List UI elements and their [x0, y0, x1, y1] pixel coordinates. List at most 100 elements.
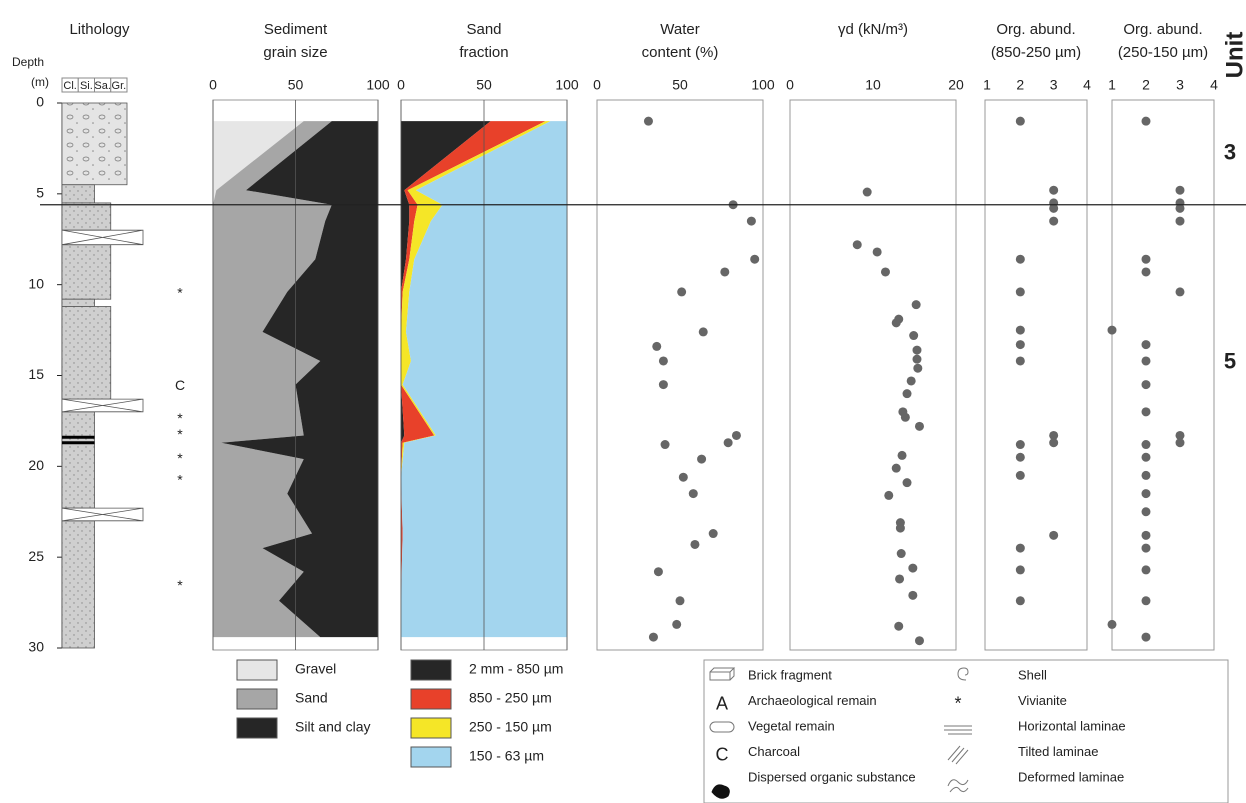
- data-point: [897, 549, 906, 558]
- panel-box: [985, 100, 1087, 650]
- legend-swatch: [411, 718, 451, 738]
- x-tick-label: 0: [209, 77, 217, 93]
- legend-label: Horizontal laminae: [1018, 718, 1126, 733]
- y-tick-label: 10: [28, 275, 44, 291]
- lithology-annotation: *: [177, 577, 183, 593]
- lithology-layer: [62, 299, 95, 306]
- lithology-layer: [62, 412, 95, 508]
- data-point: [1176, 186, 1185, 195]
- data-point: [884, 491, 893, 500]
- legend-symbol: *: [954, 693, 961, 713]
- data-point: [1016, 255, 1025, 264]
- panel-box: [597, 100, 763, 650]
- data-point: [912, 300, 921, 309]
- data-point: [699, 327, 708, 336]
- lithology-layer: [62, 185, 95, 203]
- data-point: [1016, 356, 1025, 365]
- data-point: [1016, 565, 1025, 574]
- column-header: Cl.: [63, 80, 76, 92]
- data-point: [1016, 453, 1025, 462]
- data-point: [689, 489, 698, 498]
- data-point: [915, 422, 924, 431]
- unit-label: 3: [1224, 140, 1236, 165]
- sample-gap: [62, 399, 143, 412]
- data-point: [1108, 326, 1117, 335]
- x-tick-label: 4: [1210, 77, 1218, 93]
- data-point: [1142, 565, 1151, 574]
- x-tick-label: 50: [476, 77, 492, 93]
- legend-label: 250 - 150 µm: [469, 719, 552, 735]
- legend-label: Vegetal remain: [748, 718, 835, 733]
- data-point: [677, 287, 686, 296]
- data-point: [1142, 407, 1151, 416]
- lithology-annotation: *: [177, 426, 183, 442]
- data-point: [1016, 440, 1025, 449]
- data-point: [853, 240, 862, 249]
- x-tick-label: 2: [1016, 77, 1024, 93]
- y-tick-label: 25: [28, 548, 44, 564]
- sample-gap: [62, 508, 143, 521]
- x-tick-label: 4: [1083, 77, 1091, 93]
- data-point: [1142, 255, 1151, 264]
- legend-label: Tilted laminae: [1018, 744, 1098, 759]
- data-point: [676, 596, 685, 605]
- unit-title: Unit: [1221, 32, 1246, 79]
- data-point: [1142, 596, 1151, 605]
- legend-swatch: [411, 689, 451, 709]
- panel-title: fraction: [459, 44, 508, 61]
- panel-title: Water: [660, 21, 699, 38]
- x-tick-label: 10: [865, 77, 881, 93]
- data-point: [659, 356, 668, 365]
- x-tick-label: 0: [397, 77, 405, 93]
- data-point: [1142, 356, 1151, 365]
- legend-label: Shell: [1018, 667, 1047, 682]
- data-point: [903, 478, 912, 487]
- legend-label: Deformed laminae: [1018, 769, 1124, 784]
- legend-label: Silt and clay: [295, 719, 370, 735]
- data-point: [1142, 380, 1151, 389]
- data-point: [1016, 340, 1025, 349]
- legend-label: Charcoal: [748, 744, 800, 759]
- data-point: [912, 355, 921, 364]
- sample-gap: [62, 230, 143, 245]
- panel-title: Sediment: [264, 21, 328, 38]
- data-point: [1049, 438, 1058, 447]
- data-point: [1142, 117, 1151, 126]
- data-point: [1016, 287, 1025, 296]
- data-point: [898, 451, 907, 460]
- data-point: [654, 567, 663, 576]
- lithology-annotation: *: [177, 450, 183, 466]
- x-tick-label: 100: [366, 77, 390, 93]
- lithology-annotation: *: [177, 472, 183, 488]
- data-point: [747, 217, 756, 226]
- x-tick-label: 20: [948, 77, 964, 93]
- x-tick-label: 100: [751, 77, 775, 93]
- data-point: [863, 188, 872, 197]
- data-point: [1142, 340, 1151, 349]
- data-point: [724, 438, 733, 447]
- legend-label: Archaeological remain: [748, 693, 877, 708]
- data-point: [1016, 544, 1025, 553]
- lithology-layer: [62, 103, 127, 185]
- x-tick-label: 100: [555, 77, 579, 93]
- data-point: [1142, 544, 1151, 553]
- data-point: [903, 389, 912, 398]
- data-point: [908, 564, 917, 573]
- column-header: Sa.: [94, 80, 111, 92]
- legend-swatch: [411, 747, 451, 767]
- lithology-annotation: *: [177, 410, 183, 426]
- figure: LithologyDepth(m)Cl.Si.Sa.Gr.05101520253…: [0, 0, 1246, 803]
- data-point: [720, 267, 729, 276]
- data-point: [912, 346, 921, 355]
- panel-title: Sand: [466, 21, 501, 38]
- data-point: [1142, 471, 1151, 480]
- legend-label: Gravel: [295, 661, 336, 677]
- legend-label: Sand: [295, 690, 328, 706]
- data-point: [1016, 471, 1025, 480]
- x-tick-label: 50: [288, 77, 304, 93]
- y-tick-label: 20: [28, 457, 44, 473]
- lithology-layer: [62, 203, 111, 230]
- panel-title: grain size: [263, 44, 327, 61]
- data-point: [1142, 267, 1151, 276]
- data-point: [697, 455, 706, 464]
